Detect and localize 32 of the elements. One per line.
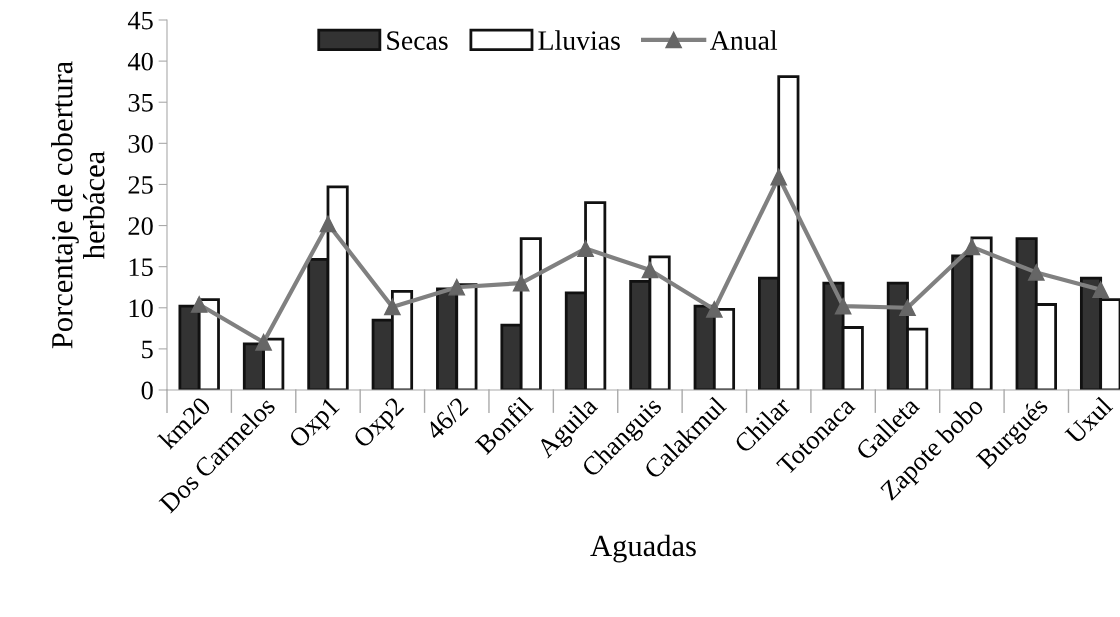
point <box>319 215 337 233</box>
y-tick-label: 45 <box>127 11 153 30</box>
y-tick-label: 25 <box>128 176 153 194</box>
y-tick-label: 20 <box>128 217 153 235</box>
point <box>190 296 208 313</box>
point <box>770 168 788 186</box>
legend-label: Secas <box>387 31 448 50</box>
point <box>834 297 852 315</box>
y-tick-label: 15 <box>129 258 153 277</box>
x-axis-title: Aguadas <box>590 534 696 563</box>
x-tick-label: Uxul <box>1063 395 1114 445</box>
y-tick-label: 30 <box>128 134 153 153</box>
point <box>577 240 594 257</box>
point <box>512 274 530 292</box>
point <box>641 261 659 279</box>
y-axis-title: Porcentaje de cobertura herbácea <box>51 61 105 349</box>
y-tick-label: 40 <box>127 52 153 71</box>
point <box>448 278 466 296</box>
x-tick-label: 46/2 <box>424 396 469 441</box>
legend-label: Anual <box>710 30 778 50</box>
point <box>963 238 981 256</box>
y-tick-label: 0 <box>141 381 153 400</box>
point <box>255 333 272 351</box>
y-tick-label: 10 <box>129 299 153 318</box>
y-tick-label: 5 <box>142 340 153 359</box>
point <box>1092 281 1110 299</box>
y-tick-label: 35 <box>128 93 153 112</box>
point <box>384 298 401 316</box>
point <box>899 299 916 317</box>
point <box>705 301 723 318</box>
legend-label: Lluvias <box>538 30 620 50</box>
point <box>1027 264 1045 281</box>
